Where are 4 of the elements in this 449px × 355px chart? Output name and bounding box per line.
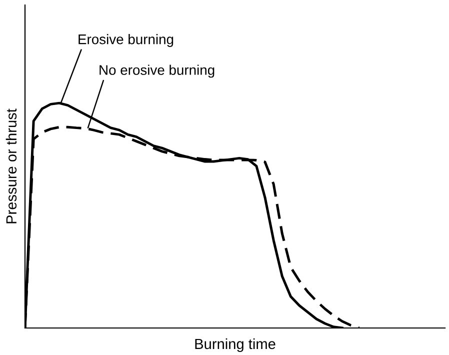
x-axis-title: Burning time (195, 338, 276, 352)
text: No erosive burning (100, 64, 214, 78)
y-axis-title: Pressure or thrust (6, 108, 17, 224)
text: Erosive burning (78, 34, 174, 47)
